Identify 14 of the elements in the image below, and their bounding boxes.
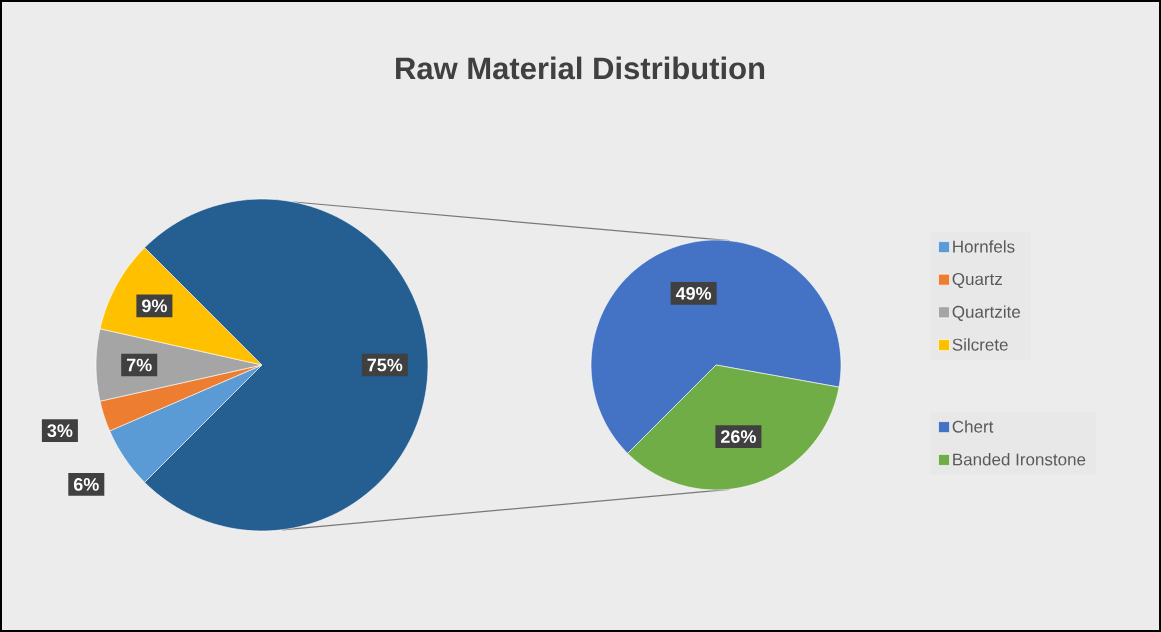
chart-title: Raw Material Distribution bbox=[396, 56, 765, 80]
legend-label: Banded Ironstone bbox=[953, 453, 1086, 466]
legend-label: Chert bbox=[952, 420, 994, 433]
data-label: 7% bbox=[126, 358, 152, 372]
legend-label: Quartzite bbox=[952, 305, 1021, 321]
legend-label: Hornfels bbox=[953, 240, 1015, 253]
data-label: 26% bbox=[721, 430, 756, 443]
data-label: 49% bbox=[675, 287, 712, 300]
data-label: 75% bbox=[367, 358, 403, 372]
legend-label: Quartz bbox=[952, 273, 1002, 289]
legend-label: Silcrete bbox=[952, 338, 1008, 351]
data-label: 3% bbox=[47, 424, 73, 438]
data-label: 9% bbox=[142, 299, 167, 313]
data-label: 6% bbox=[73, 478, 99, 491]
